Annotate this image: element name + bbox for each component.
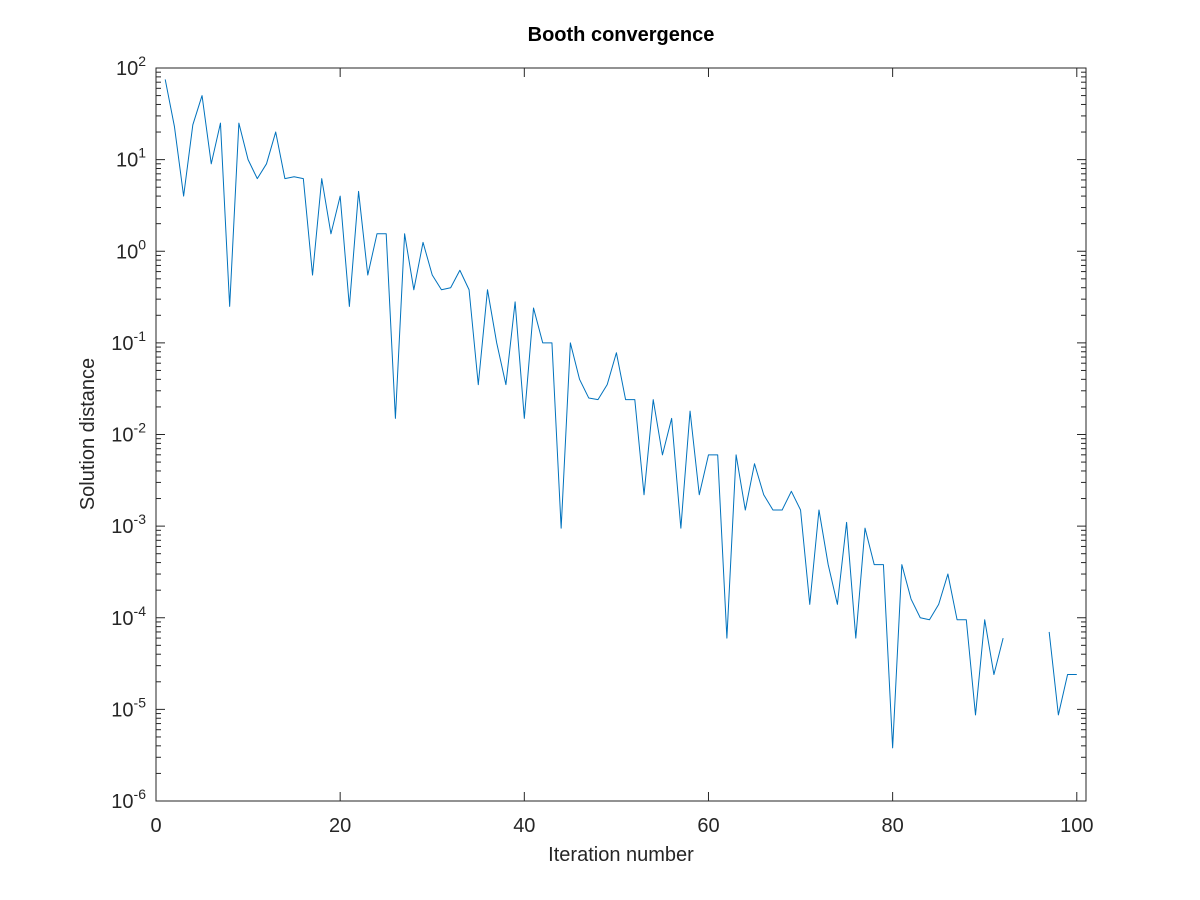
- y-tick-label-exponent: -4: [134, 603, 147, 619]
- series-line-segment-2: [1048, 631, 1077, 716]
- y-tick-label-base: 10: [111, 425, 133, 447]
- y-tick-label: 10-5: [111, 694, 146, 721]
- y-tick-label-base: 10: [111, 516, 133, 538]
- y-tick-label: 101: [116, 145, 146, 172]
- y-tick-label-exponent: -3: [134, 511, 147, 527]
- y-tick-label: 100: [116, 236, 146, 263]
- y-tick-label: 10-3: [111, 511, 146, 538]
- y-tick-label: 102: [116, 53, 146, 80]
- y-tick-label-base: 10: [116, 241, 138, 263]
- y-tick-label-exponent: -1: [134, 328, 147, 344]
- x-tick-label: 20: [329, 815, 351, 837]
- y-tick-label: 10-1: [111, 328, 146, 355]
- y-tick-label: 10-4: [111, 603, 146, 630]
- x-axis-label: Iteration number: [548, 844, 694, 866]
- axis-ticks: [155, 67, 1086, 802]
- y-tick-label-exponent: 1: [138, 145, 146, 161]
- y-tick-label-base: 10: [116, 150, 138, 172]
- y-tick-label: 10-6: [111, 786, 146, 813]
- y-tick-label-exponent: 0: [138, 236, 146, 252]
- y-axis-label: Solution distance: [77, 358, 99, 510]
- axis-tick-labels: 0 20 40 60 80 10010210110010-110-210-310-410-…: [111, 53, 1093, 837]
- y-tick-label-exponent: -2: [134, 420, 147, 436]
- y-tick-label-exponent: -5: [134, 694, 147, 710]
- chart-title: Booth convergence: [528, 24, 715, 46]
- y-tick-label-base: 10: [111, 791, 133, 813]
- y-tick-label: 10-2: [111, 420, 146, 447]
- y-tick-label-base: 10: [111, 608, 133, 630]
- x-tick-label: 40: [513, 815, 535, 837]
- y-tick-label-base: 10: [111, 699, 133, 721]
- x-tick-label: 60: [697, 815, 719, 837]
- x-tick-label: 80: [882, 815, 904, 837]
- x-tick-label: 100: [1060, 815, 1093, 837]
- y-tick-label-exponent: 2: [138, 53, 146, 69]
- y-tick-label-base: 10: [111, 333, 133, 355]
- y-tick-label-exponent: -6: [134, 786, 147, 802]
- x-tick-label: 0: [150, 815, 161, 837]
- y-tick-label-base: 10: [116, 58, 138, 80]
- series-line-segment-1: [164, 79, 1004, 749]
- data-series: [164, 79, 1077, 749]
